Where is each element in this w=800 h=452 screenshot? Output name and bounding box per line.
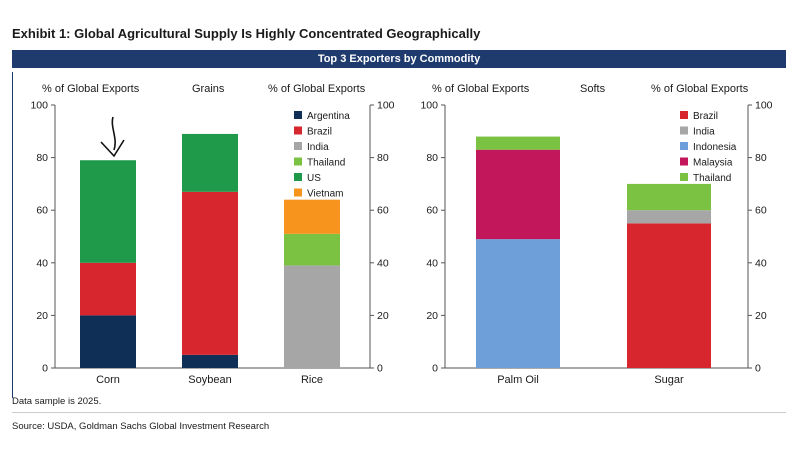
annotation-arrow-head xyxy=(100,139,125,158)
softs-bar-sugar-brazil xyxy=(627,223,711,368)
grains-legend-swatch xyxy=(294,188,302,197)
softs-legend-swatch xyxy=(680,173,688,181)
softs-right-tick-label: 40 xyxy=(755,257,767,269)
grains-legend-swatch xyxy=(294,173,302,181)
grains-bar-soybean-brazil xyxy=(182,191,238,355)
softs-right-tick-label: 60 xyxy=(755,205,767,217)
grains-left-tick-label: 20 xyxy=(36,310,48,322)
grains-left-tick-label: 60 xyxy=(36,205,48,217)
grains-bar-corn-us xyxy=(80,160,136,263)
softs-legend-swatch xyxy=(680,157,688,166)
grains-right-tick-label: 40 xyxy=(377,257,389,269)
softs-right-tick-label: 20 xyxy=(755,310,767,322)
chart-banner: Top 3 Exporters by Commodity xyxy=(12,50,786,68)
softs-right-axis-label: % of Global Exports xyxy=(651,83,749,95)
softs-left-tick-label: 80 xyxy=(426,152,438,164)
grains-legend-label: Vietnam xyxy=(307,189,344,200)
annotation-arrow-shaft xyxy=(111,116,116,151)
softs-legend-swatch xyxy=(680,126,688,135)
grains-category-label: Rice xyxy=(301,374,323,386)
grains-left-tick-label: 40 xyxy=(36,257,48,269)
softs-legend-label: Brazil xyxy=(693,111,718,122)
softs-legend-label: India xyxy=(693,127,715,138)
grains-left-tick-label: 0 xyxy=(42,363,48,375)
grains-left-axis-label: % of Global Exports xyxy=(42,83,140,95)
softs-bar-palm-oil-malaysia xyxy=(476,149,560,240)
softs-legend-swatch xyxy=(680,111,688,119)
grains-right-tick-label: 100 xyxy=(377,100,395,112)
grains-left-tick-label: 100 xyxy=(30,100,48,112)
grains-bar-rice-vietnam xyxy=(284,199,340,234)
source-note: Source: USDA, Goldman Sachs Global Inves… xyxy=(12,421,270,432)
grains-panel-title: Grains xyxy=(192,83,225,95)
softs-bar-sugar-thailand xyxy=(627,183,711,211)
left-rule xyxy=(12,72,13,398)
softs-legend-swatch xyxy=(680,142,688,150)
grains-legend-swatch xyxy=(294,111,302,119)
grains-legend-swatch xyxy=(294,157,302,166)
grains-right-tick-label: 0 xyxy=(377,363,383,375)
grains-bar-corn-brazil xyxy=(80,262,136,316)
softs-left-tick-label: 40 xyxy=(426,257,438,269)
grains-legend-swatch xyxy=(294,126,302,135)
grains-legend-label: Brazil xyxy=(307,127,332,138)
grains-legend-swatch xyxy=(294,142,302,150)
softs-bar-sugar-india xyxy=(627,210,711,224)
data-note: Data sample is 2025. xyxy=(12,396,102,407)
softs-left-axis-label: % of Global Exports xyxy=(432,83,530,95)
grains-legend-label: Thailand xyxy=(307,158,345,169)
softs-right-tick-label: 100 xyxy=(755,100,773,112)
grains-legend-label: Argentina xyxy=(307,111,350,122)
grains-bar-rice-thailand xyxy=(284,233,340,266)
grains-legend-label: India xyxy=(307,142,329,153)
softs-left-tick-label: 20 xyxy=(426,310,438,322)
grains-bar-soybean-us xyxy=(182,133,238,192)
grains-left-tick-label: 80 xyxy=(36,152,48,164)
softs-legend-label: Thailand xyxy=(693,173,731,184)
softs-right-tick-label: 0 xyxy=(755,363,761,375)
grains-bar-corn-argentina xyxy=(80,315,136,368)
grains-bar-rice-india xyxy=(284,265,340,368)
softs-legend-label: Malaysia xyxy=(693,158,733,169)
footer-divider xyxy=(12,412,786,413)
softs-category-label: Palm Oil xyxy=(497,374,539,386)
softs-bar-palm-oil-thailand xyxy=(476,136,560,150)
grains-category-label: Corn xyxy=(96,374,120,386)
softs-left-tick-label: 0 xyxy=(432,363,438,375)
grains-right-axis-label: % of Global Exports xyxy=(268,83,366,95)
softs-left-tick-label: 100 xyxy=(420,100,438,112)
grains-legend-label: US xyxy=(307,173,321,184)
softs-panel-title: Softs xyxy=(580,83,606,95)
grains-right-tick-label: 20 xyxy=(377,310,389,322)
softs-category-label: Sugar xyxy=(654,374,684,386)
softs-bar-palm-oil-indonesia xyxy=(476,239,560,368)
grains-bar-soybean-argentina xyxy=(182,354,238,368)
grains-category-label: Soybean xyxy=(188,374,231,386)
softs-legend-label: Indonesia xyxy=(693,142,737,153)
exhibit-title: Exhibit 1: Global Agricultural Supply Is… xyxy=(12,26,481,41)
grains-right-tick-label: 60 xyxy=(377,205,389,217)
softs-right-tick-label: 80 xyxy=(755,152,767,164)
grains-right-tick-label: 80 xyxy=(377,152,389,164)
softs-left-tick-label: 60 xyxy=(426,205,438,217)
